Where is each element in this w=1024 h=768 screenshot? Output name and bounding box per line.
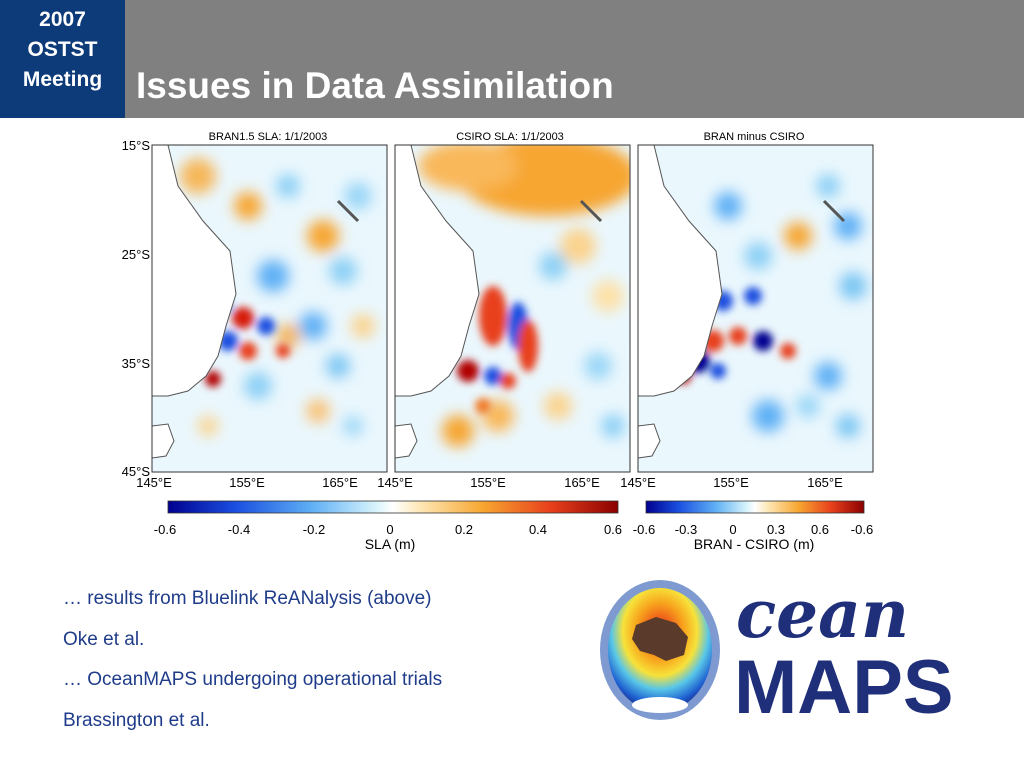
diff-tick: 0.6 [811, 522, 829, 537]
map-panel-bran [152, 145, 387, 472]
badge-line-year: 2007 [39, 8, 86, 31]
lat-tick-25s: 25°S [122, 247, 151, 262]
lon-tick-145e-p3: 145°E [620, 475, 656, 490]
caption-oceanmaps: … OceanMAPS undergoing operational trial… [63, 669, 443, 690]
diff-tick: 0.3 [767, 522, 785, 537]
caption-brassington: Brassington et al. [63, 710, 210, 731]
colorbar-difference-label: BRAN - CSIRO (m) [694, 536, 815, 552]
lat-tick-15s: 15°S [122, 138, 151, 153]
badge-line-name: OSTST [27, 38, 98, 61]
logo-word-cean: cean [736, 575, 909, 653]
longitude-axis: 145°E 155°E 165°E 145°E 155°E 165°E 145°… [136, 475, 843, 490]
lon-tick-155e-p3: 155°E [713, 475, 749, 490]
lat-tick-35s: 35°S [122, 356, 151, 371]
panel-title-csiro: CSIRO SLA: 1/1/2003 [456, 131, 564, 143]
map-panel-csiro [395, 145, 630, 472]
sla-tick: -0.2 [303, 522, 325, 537]
panel-title-diff: BRAN minus CSIRO [704, 131, 805, 143]
lon-tick-165e-p2: 165°E [564, 475, 600, 490]
sla-tick: 0 [386, 522, 393, 537]
lon-tick-165e-p1: 165°E [322, 475, 358, 490]
oceanmaps-logo: cean MAPS [600, 575, 954, 725]
sla-tick: 0.4 [529, 522, 547, 537]
lon-tick-165e-p3: 165°E [807, 475, 843, 490]
colorbar-difference-ticks: -0.6 -0.3 0 0.3 0.6 -0.6 [633, 522, 873, 537]
caption-oke: Oke et al. [63, 629, 145, 650]
diff-tick: -0.6 [851, 522, 873, 537]
caption-bluelink: … results from Bluelink ReANalysis (abov… [63, 588, 432, 609]
latitude-axis: 15°S 25°S 35°S 45°S [122, 138, 151, 479]
header-bar [0, 0, 1024, 118]
colorbar-sla-ticks: -0.6 -0.4 -0.2 0 0.2 0.4 0.6 [154, 522, 622, 537]
sla-tick: 0.6 [604, 522, 622, 537]
diff-tick: -0.3 [675, 522, 697, 537]
diff-tick: 0 [729, 522, 736, 537]
badge-line-meeting: Meeting [22, 68, 103, 91]
lon-tick-145e-p2: 145°E [377, 475, 413, 490]
sla-tick: 0.2 [455, 522, 473, 537]
panel-title-bran: BRAN1.5 SLA: 1/1/2003 [209, 131, 328, 143]
colorbar-sla [167, 500, 619, 514]
colorbar-difference [645, 500, 865, 514]
lon-tick-145e-p1: 145°E [136, 475, 172, 490]
sla-tick: -0.6 [154, 522, 176, 537]
globe-icon [600, 580, 720, 720]
meeting-badge: 2007 OSTST Meeting [0, 0, 125, 118]
lat-tick-45s: 45°S [122, 464, 151, 479]
colorbar-sla-label: SLA (m) [365, 536, 416, 552]
slide-title: Issues in Data Assimilation [136, 65, 614, 106]
lon-tick-155e-p2: 155°E [470, 475, 506, 490]
lon-tick-155e-p1: 155°E [229, 475, 265, 490]
sla-comparison-figure: BRAN1.5 SLA: 1/1/2003 CSIRO SLA: 1/1/200… [122, 131, 874, 552]
diff-tick: -0.6 [633, 522, 655, 537]
logo-word-maps: MAPS [734, 645, 954, 725]
map-panel-difference [638, 145, 873, 472]
sla-tick: -0.4 [228, 522, 250, 537]
